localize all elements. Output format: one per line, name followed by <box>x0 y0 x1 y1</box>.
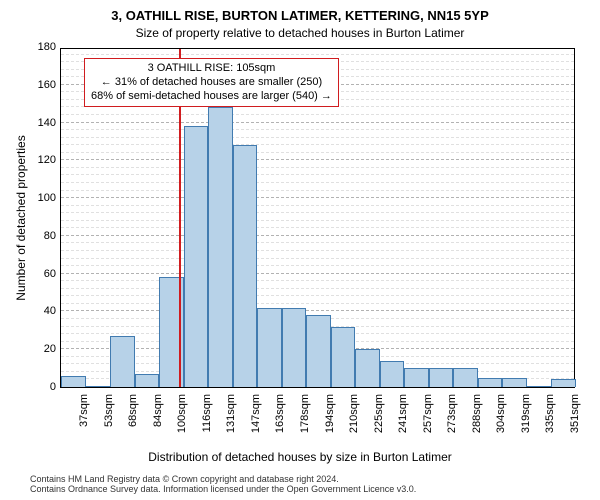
x-tick-label: 273sqm <box>446 394 458 440</box>
annotation-line: 68% of semi-detached houses are larger (… <box>91 90 332 104</box>
x-tick-label: 37sqm <box>78 394 90 440</box>
grid-minor <box>61 220 574 221</box>
x-tick-label: 351sqm <box>569 394 581 440</box>
y-tick-label: 180 <box>26 41 56 53</box>
y-tick-label: 140 <box>26 117 56 129</box>
grid-minor <box>61 167 574 168</box>
histogram-bar <box>355 349 380 387</box>
footer-line-1: Contains HM Land Registry data © Crown c… <box>30 474 416 484</box>
grid-major <box>61 273 574 274</box>
grid-major <box>61 159 574 160</box>
y-tick-label: 80 <box>26 230 56 242</box>
grid-minor <box>61 54 574 55</box>
histogram-bar <box>502 378 527 387</box>
grid-minor <box>61 265 574 266</box>
x-tick-label: 68sqm <box>127 394 139 440</box>
histogram-bar <box>208 107 233 387</box>
x-tick-label: 194sqm <box>324 394 336 440</box>
grid-minor <box>61 280 574 281</box>
grid-minor <box>61 182 574 183</box>
histogram-bar <box>233 145 258 387</box>
grid-minor <box>61 152 574 153</box>
grid-minor <box>61 227 574 228</box>
grid-minor <box>61 242 574 243</box>
grid-minor <box>61 144 574 145</box>
histogram-bar <box>184 126 209 387</box>
y-axis-label: Number of detached properties <box>14 48 28 388</box>
histogram-bar <box>429 368 454 387</box>
x-tick-label: 178sqm <box>299 394 311 440</box>
y-tick-label: 40 <box>26 305 56 317</box>
footer-text: Contains HM Land Registry data © Crown c… <box>30 474 416 494</box>
grid-minor <box>61 190 574 191</box>
y-tick-label: 120 <box>26 154 56 166</box>
grid-minor <box>61 295 574 296</box>
histogram-bar <box>61 376 86 387</box>
histogram-bar <box>404 368 429 387</box>
grid-major <box>61 122 574 123</box>
x-tick-label: 210sqm <box>348 394 360 440</box>
grid-minor <box>61 114 574 115</box>
grid-minor <box>61 303 574 304</box>
histogram-bar <box>453 368 478 387</box>
x-tick-label: 116sqm <box>201 394 213 440</box>
x-tick-label: 335sqm <box>544 394 556 440</box>
grid-major <box>61 197 574 198</box>
grid-minor <box>61 212 574 213</box>
annotation-line: 3 OATHILL RISE: 105sqm <box>91 62 332 76</box>
grid-minor <box>61 174 574 175</box>
chart-subtitle: Size of property relative to detached ho… <box>0 26 600 40</box>
y-tick-label: 20 <box>26 343 56 355</box>
histogram-bar <box>135 374 160 387</box>
annotation-line: ← 31% of detached houses are smaller (25… <box>91 76 332 90</box>
grid-minor <box>61 250 574 251</box>
y-tick-label: 0 <box>26 381 56 393</box>
annotation-box: 3 OATHILL RISE: 105sqm← 31% of detached … <box>84 58 339 107</box>
x-tick-label: 100sqm <box>176 394 188 440</box>
grid-minor <box>61 205 574 206</box>
y-tick-label: 100 <box>26 192 56 204</box>
x-tick-label: 257sqm <box>422 394 434 440</box>
grid-minor <box>61 129 574 130</box>
x-tick-label: 147sqm <box>250 394 262 440</box>
histogram-bar <box>282 308 307 387</box>
footer-line-2: Contains Ordnance Survey data. Informati… <box>30 484 416 494</box>
grid-major <box>61 235 574 236</box>
y-tick-label: 60 <box>26 268 56 280</box>
x-tick-label: 225sqm <box>373 394 385 440</box>
histogram-bar <box>306 315 331 387</box>
histogram-bar <box>257 308 282 387</box>
y-tick-label: 160 <box>26 79 56 91</box>
histogram-bar <box>380 361 405 387</box>
histogram-bar <box>331 327 356 387</box>
x-tick-label: 319sqm <box>520 394 532 440</box>
x-tick-label: 241sqm <box>397 394 409 440</box>
histogram-chart: 3, OATHILL RISE, BURTON LATIMER, KETTERI… <box>0 0 600 500</box>
x-tick-label: 131sqm <box>225 394 237 440</box>
grid-major <box>61 310 574 311</box>
histogram-bar <box>110 336 135 387</box>
x-tick-label: 304sqm <box>495 394 507 440</box>
grid-minor <box>61 288 574 289</box>
grid-minor <box>61 258 574 259</box>
histogram-bar <box>551 379 576 387</box>
grid-minor <box>61 137 574 138</box>
histogram-bar <box>527 386 552 387</box>
x-tick-label: 53sqm <box>103 394 115 440</box>
histogram-bar <box>86 386 111 387</box>
histogram-bar <box>478 378 503 387</box>
x-axis-label: Distribution of detached houses by size … <box>0 450 600 464</box>
x-tick-label: 84sqm <box>152 394 164 440</box>
x-tick-label: 163sqm <box>274 394 286 440</box>
x-tick-label: 288sqm <box>471 394 483 440</box>
chart-title: 3, OATHILL RISE, BURTON LATIMER, KETTERI… <box>0 8 600 23</box>
